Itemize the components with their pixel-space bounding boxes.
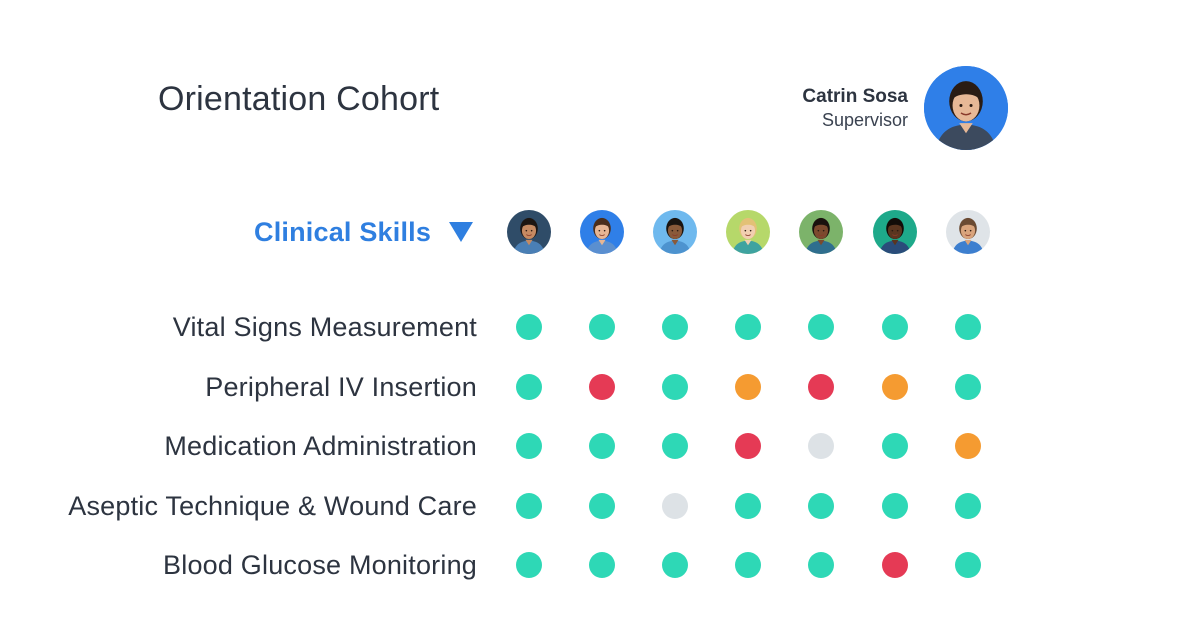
status-dot-proficient[interactable] bbox=[954, 374, 981, 400]
status-dot-proficient[interactable] bbox=[589, 314, 616, 340]
status-dot-needs-practice[interactable] bbox=[881, 374, 908, 400]
status-dot-not-assessed[interactable] bbox=[662, 493, 689, 519]
status-dot-not-competent[interactable] bbox=[808, 374, 835, 400]
status-dot-proficient[interactable] bbox=[735, 552, 762, 578]
status-dot-proficient[interactable] bbox=[954, 314, 981, 340]
status-dot-proficient[interactable] bbox=[662, 374, 689, 400]
skill-row: Peripheral IV Insertion bbox=[0, 367, 1200, 407]
status-dot-proficient[interactable] bbox=[516, 433, 542, 459]
status-dot-not-competent[interactable] bbox=[735, 433, 762, 459]
status-dot-proficient[interactable] bbox=[881, 433, 908, 459]
page-title: Orientation Cohort bbox=[158, 80, 440, 118]
cohort-member-avatar[interactable] bbox=[580, 210, 625, 254]
category-label: Clinical Skills bbox=[254, 216, 432, 247]
status-dot-proficient[interactable] bbox=[735, 314, 762, 340]
status-dot-not-assessed[interactable] bbox=[808, 433, 835, 459]
status-dot-proficient[interactable] bbox=[808, 493, 835, 519]
status-dot-proficient[interactable] bbox=[516, 374, 542, 400]
supervisor-avatar[interactable] bbox=[924, 66, 1008, 150]
status-dot-proficient[interactable] bbox=[881, 493, 908, 519]
person-portrait-icon bbox=[507, 210, 551, 254]
cohort-member-avatar[interactable] bbox=[872, 210, 917, 254]
status-dot-proficient[interactable] bbox=[808, 314, 835, 340]
status-dot-not-competent[interactable] bbox=[589, 374, 616, 400]
cohort-member-avatar[interactable] bbox=[799, 210, 844, 254]
status-dot-not-competent[interactable] bbox=[881, 552, 908, 578]
skill-label: Vital Signs Measurement bbox=[172, 312, 477, 342]
supervisor-name: Catrin Sosa bbox=[802, 86, 908, 107]
status-dot-proficient[interactable] bbox=[589, 552, 616, 578]
supervisor-role: Supervisor bbox=[821, 110, 908, 130]
status-dot-needs-practice[interactable] bbox=[735, 374, 762, 400]
status-dot-proficient[interactable] bbox=[589, 433, 616, 459]
skill-label: Aseptic Technique & Wound Care bbox=[68, 491, 477, 521]
supervisor-card: Catrin Sosa Supervisor bbox=[802, 66, 1008, 150]
status-dot-needs-practice[interactable] bbox=[954, 433, 981, 459]
status-dot-proficient[interactable] bbox=[589, 493, 616, 519]
skill-label: Medication Administration bbox=[164, 431, 477, 461]
person-portrait-icon bbox=[799, 210, 844, 254]
status-dot-proficient[interactable] bbox=[954, 493, 981, 519]
status-dot-proficient[interactable] bbox=[735, 493, 762, 519]
skill-row: Medication Administration bbox=[0, 426, 1200, 466]
category-selector[interactable]: Clinical Skills bbox=[254, 212, 474, 252]
status-dot-proficient[interactable] bbox=[808, 552, 835, 578]
skill-row: Vital Signs Measurement bbox=[0, 307, 1200, 347]
skill-row: Blood Glucose Monitoring bbox=[0, 545, 1200, 585]
cohort-avatar-row bbox=[0, 210, 1200, 256]
skill-row: Aseptic Technique & Wound Care bbox=[0, 486, 1200, 526]
status-dot-proficient[interactable] bbox=[662, 552, 689, 578]
cohort-member-avatar[interactable] bbox=[945, 210, 990, 254]
caret-down-icon bbox=[449, 222, 474, 242]
cohort-member-avatar[interactable] bbox=[507, 210, 551, 254]
status-dot-proficient[interactable] bbox=[516, 314, 542, 340]
status-dot-proficient[interactable] bbox=[662, 433, 689, 459]
skill-label: Peripheral IV Insertion bbox=[205, 372, 477, 402]
cohort-member-avatar[interactable] bbox=[726, 210, 771, 254]
person-portrait-icon bbox=[726, 210, 771, 254]
skill-label: Blood Glucose Monitoring bbox=[163, 550, 477, 580]
person-portrait-icon bbox=[580, 210, 625, 254]
status-dot-proficient[interactable] bbox=[881, 314, 908, 340]
person-portrait-icon bbox=[653, 210, 698, 254]
status-dot-proficient[interactable] bbox=[954, 552, 981, 578]
supervisor-info: Catrin Sosa Supervisor bbox=[802, 85, 908, 131]
person-portrait-icon bbox=[924, 66, 1008, 150]
person-portrait-icon bbox=[872, 210, 917, 254]
cohort-member-avatar[interactable] bbox=[653, 210, 698, 254]
status-dot-proficient[interactable] bbox=[516, 552, 542, 578]
person-portrait-icon bbox=[945, 210, 990, 254]
status-dot-proficient[interactable] bbox=[662, 314, 689, 340]
status-dot-proficient[interactable] bbox=[516, 493, 542, 519]
